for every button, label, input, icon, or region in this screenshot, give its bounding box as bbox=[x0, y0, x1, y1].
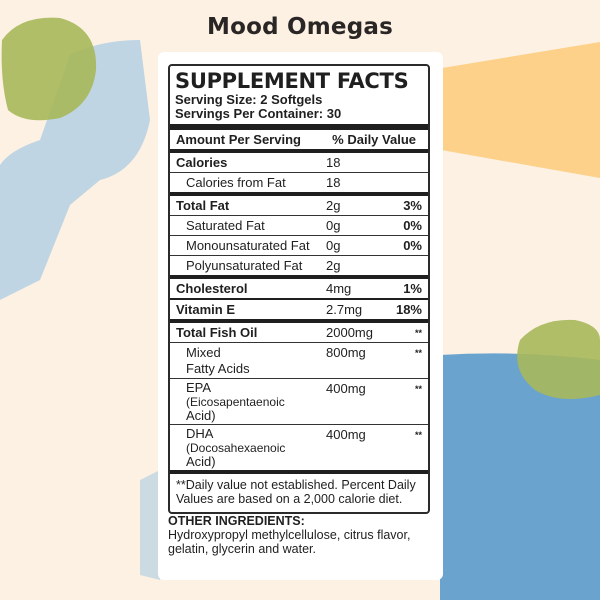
table-row: Calories 18 bbox=[170, 149, 428, 172]
orange-blob-right bbox=[430, 42, 600, 178]
facts-heading: SUPPLEMENT FACTS bbox=[175, 69, 409, 93]
other-ingredients: OTHER INGREDIENTS: Hydroxypropyl methylc… bbox=[168, 514, 430, 556]
table-row: Cholesterol 4mg 1% bbox=[170, 275, 428, 298]
other-ingredients-text: Hydroxypropyl methylcellulose, citrus fl… bbox=[168, 528, 411, 556]
supplement-facts-panel: SUPPLEMENT FACTS Serving Size: 2 Softgel… bbox=[168, 64, 430, 514]
table-row: Mixed Fatty Acids 800mg ** bbox=[170, 342, 428, 378]
servings-per-container: Servings Per Container: 30 bbox=[175, 106, 342, 121]
blue-blob-left bbox=[0, 40, 150, 300]
blue-blob-bottom-left bbox=[140, 470, 160, 580]
table-row: Saturated Fat 0g 0% bbox=[170, 215, 428, 235]
table-row: Calories from Fat 18 bbox=[170, 172, 428, 192]
table-row: EPA (Eicosapentaenoic Acid) 400mg ** bbox=[170, 378, 428, 424]
table-row: Vitamin E 2.7mg 18% bbox=[170, 298, 428, 319]
table-row: DHA (Docosahexaenoic Acid) 400mg ** bbox=[170, 424, 428, 470]
facts-header: SUPPLEMENT FACTS Serving Size: 2 Softgel… bbox=[170, 66, 428, 130]
page-title: Mood Omegas bbox=[207, 14, 393, 40]
footnote: **Daily value not established. Percent D… bbox=[170, 470, 428, 512]
table-row: Monounsaturated Fat 0g 0% bbox=[170, 235, 428, 255]
other-ingredients-label: OTHER INGREDIENTS: bbox=[168, 514, 305, 528]
blue-blob-right bbox=[440, 353, 600, 600]
table-row: Polyunsaturated Fat 2g bbox=[170, 255, 428, 275]
serving-size: Serving Size: 2 Softgels bbox=[175, 92, 323, 107]
table-row: Total Fish Oil 2000mg ** bbox=[170, 319, 428, 342]
label-card bbox=[158, 52, 443, 580]
table-row: Total Fat 2g 3% bbox=[170, 192, 428, 215]
green-blob-right bbox=[517, 319, 600, 399]
green-blob-left bbox=[1, 17, 97, 121]
column-header: Amount Per Serving % Daily Value bbox=[176, 132, 416, 147]
